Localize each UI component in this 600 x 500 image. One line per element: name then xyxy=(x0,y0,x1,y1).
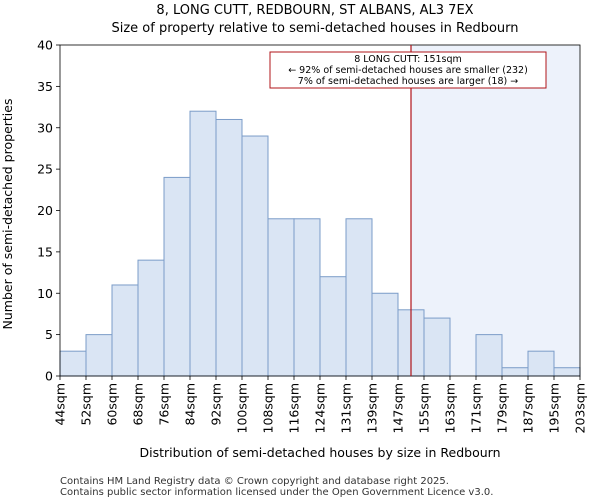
bar xyxy=(215,118,243,377)
x-tick-label: 116sqm xyxy=(287,383,302,433)
bar xyxy=(137,259,165,377)
bar xyxy=(59,350,87,377)
x-tick-label: 171sqm xyxy=(469,383,484,433)
x-tick-label: 179sqm xyxy=(495,383,510,433)
bar xyxy=(345,218,373,377)
bar xyxy=(189,110,217,377)
x-tick-label: 155sqm xyxy=(417,383,432,433)
bar xyxy=(241,135,269,377)
x-tick-label: 124sqm xyxy=(313,383,328,433)
y-tick-label: 10 xyxy=(37,286,53,301)
x-tick-label: 195sqm xyxy=(547,383,562,433)
bar xyxy=(85,334,113,377)
x-tick-label: 100sqm xyxy=(235,383,250,433)
annotation-line-1: 8 LONG CUTT: 151sqm xyxy=(354,54,462,65)
annotation-line-3: 7% of semi-detached houses are larger (1… xyxy=(298,76,518,87)
bar xyxy=(371,292,399,377)
x-tick-label: 108sqm xyxy=(261,383,276,433)
bar xyxy=(111,284,139,377)
chart-title: 8, LONG CUTT, REDBOURN, ST ALBANS, AL3 7… xyxy=(156,3,473,18)
y-tick-label: 20 xyxy=(37,203,53,218)
x-tick-label: 76sqm xyxy=(157,383,172,426)
chart-subtitle: Size of property relative to semi-detach… xyxy=(111,21,518,36)
bar xyxy=(527,350,555,377)
y-tick-label: 0 xyxy=(45,369,53,384)
x-tick-label: 60sqm xyxy=(105,383,120,426)
footer-line-1: Contains HM Land Registry data © Crown c… xyxy=(60,476,449,487)
y-tick-label: 40 xyxy=(37,38,53,53)
x-tick-label: 68sqm xyxy=(131,383,146,426)
x-tick-label: 163sqm xyxy=(443,383,458,433)
x-axis-label: Distribution of semi-detached houses by … xyxy=(139,445,500,460)
bar xyxy=(267,218,295,377)
x-tick-label: 147sqm xyxy=(391,383,406,433)
y-tick-label: 5 xyxy=(45,327,53,342)
x-tick-label: 84sqm xyxy=(183,383,198,426)
y-tick-label: 25 xyxy=(37,162,53,177)
x-tick-label: 52sqm xyxy=(79,383,94,426)
x-tick-label: 203sqm xyxy=(573,383,588,433)
bar xyxy=(293,218,321,377)
bar xyxy=(475,334,503,377)
x-tick-label: 187sqm xyxy=(521,383,536,433)
x-tick-label: 139sqm xyxy=(365,383,380,433)
annotation-box xyxy=(269,51,547,89)
x-tick-label: 131sqm xyxy=(339,383,354,433)
x-tick-label: 44sqm xyxy=(53,383,68,426)
bar xyxy=(163,176,191,377)
x-tick-label: 92sqm xyxy=(209,383,224,426)
y-tick-label: 15 xyxy=(37,244,53,259)
bar xyxy=(501,367,529,377)
bar xyxy=(553,367,581,377)
plot-area: 0 5 10 15 20 25 30 35 40 44sqm 52sqm 60sqm 68sqm 76sq… xyxy=(37,38,587,434)
y-tick-label: 35 xyxy=(37,79,53,94)
bar xyxy=(423,317,451,377)
annotation-line-2: ← 92% of semi-detached houses are smalle… xyxy=(288,65,528,76)
bar xyxy=(319,276,347,377)
y-tick-label: 30 xyxy=(37,120,53,135)
y-axis-label: Number of semi-detached properties xyxy=(0,99,15,330)
footer-line-2: Contains public sector information licen… xyxy=(60,487,493,498)
